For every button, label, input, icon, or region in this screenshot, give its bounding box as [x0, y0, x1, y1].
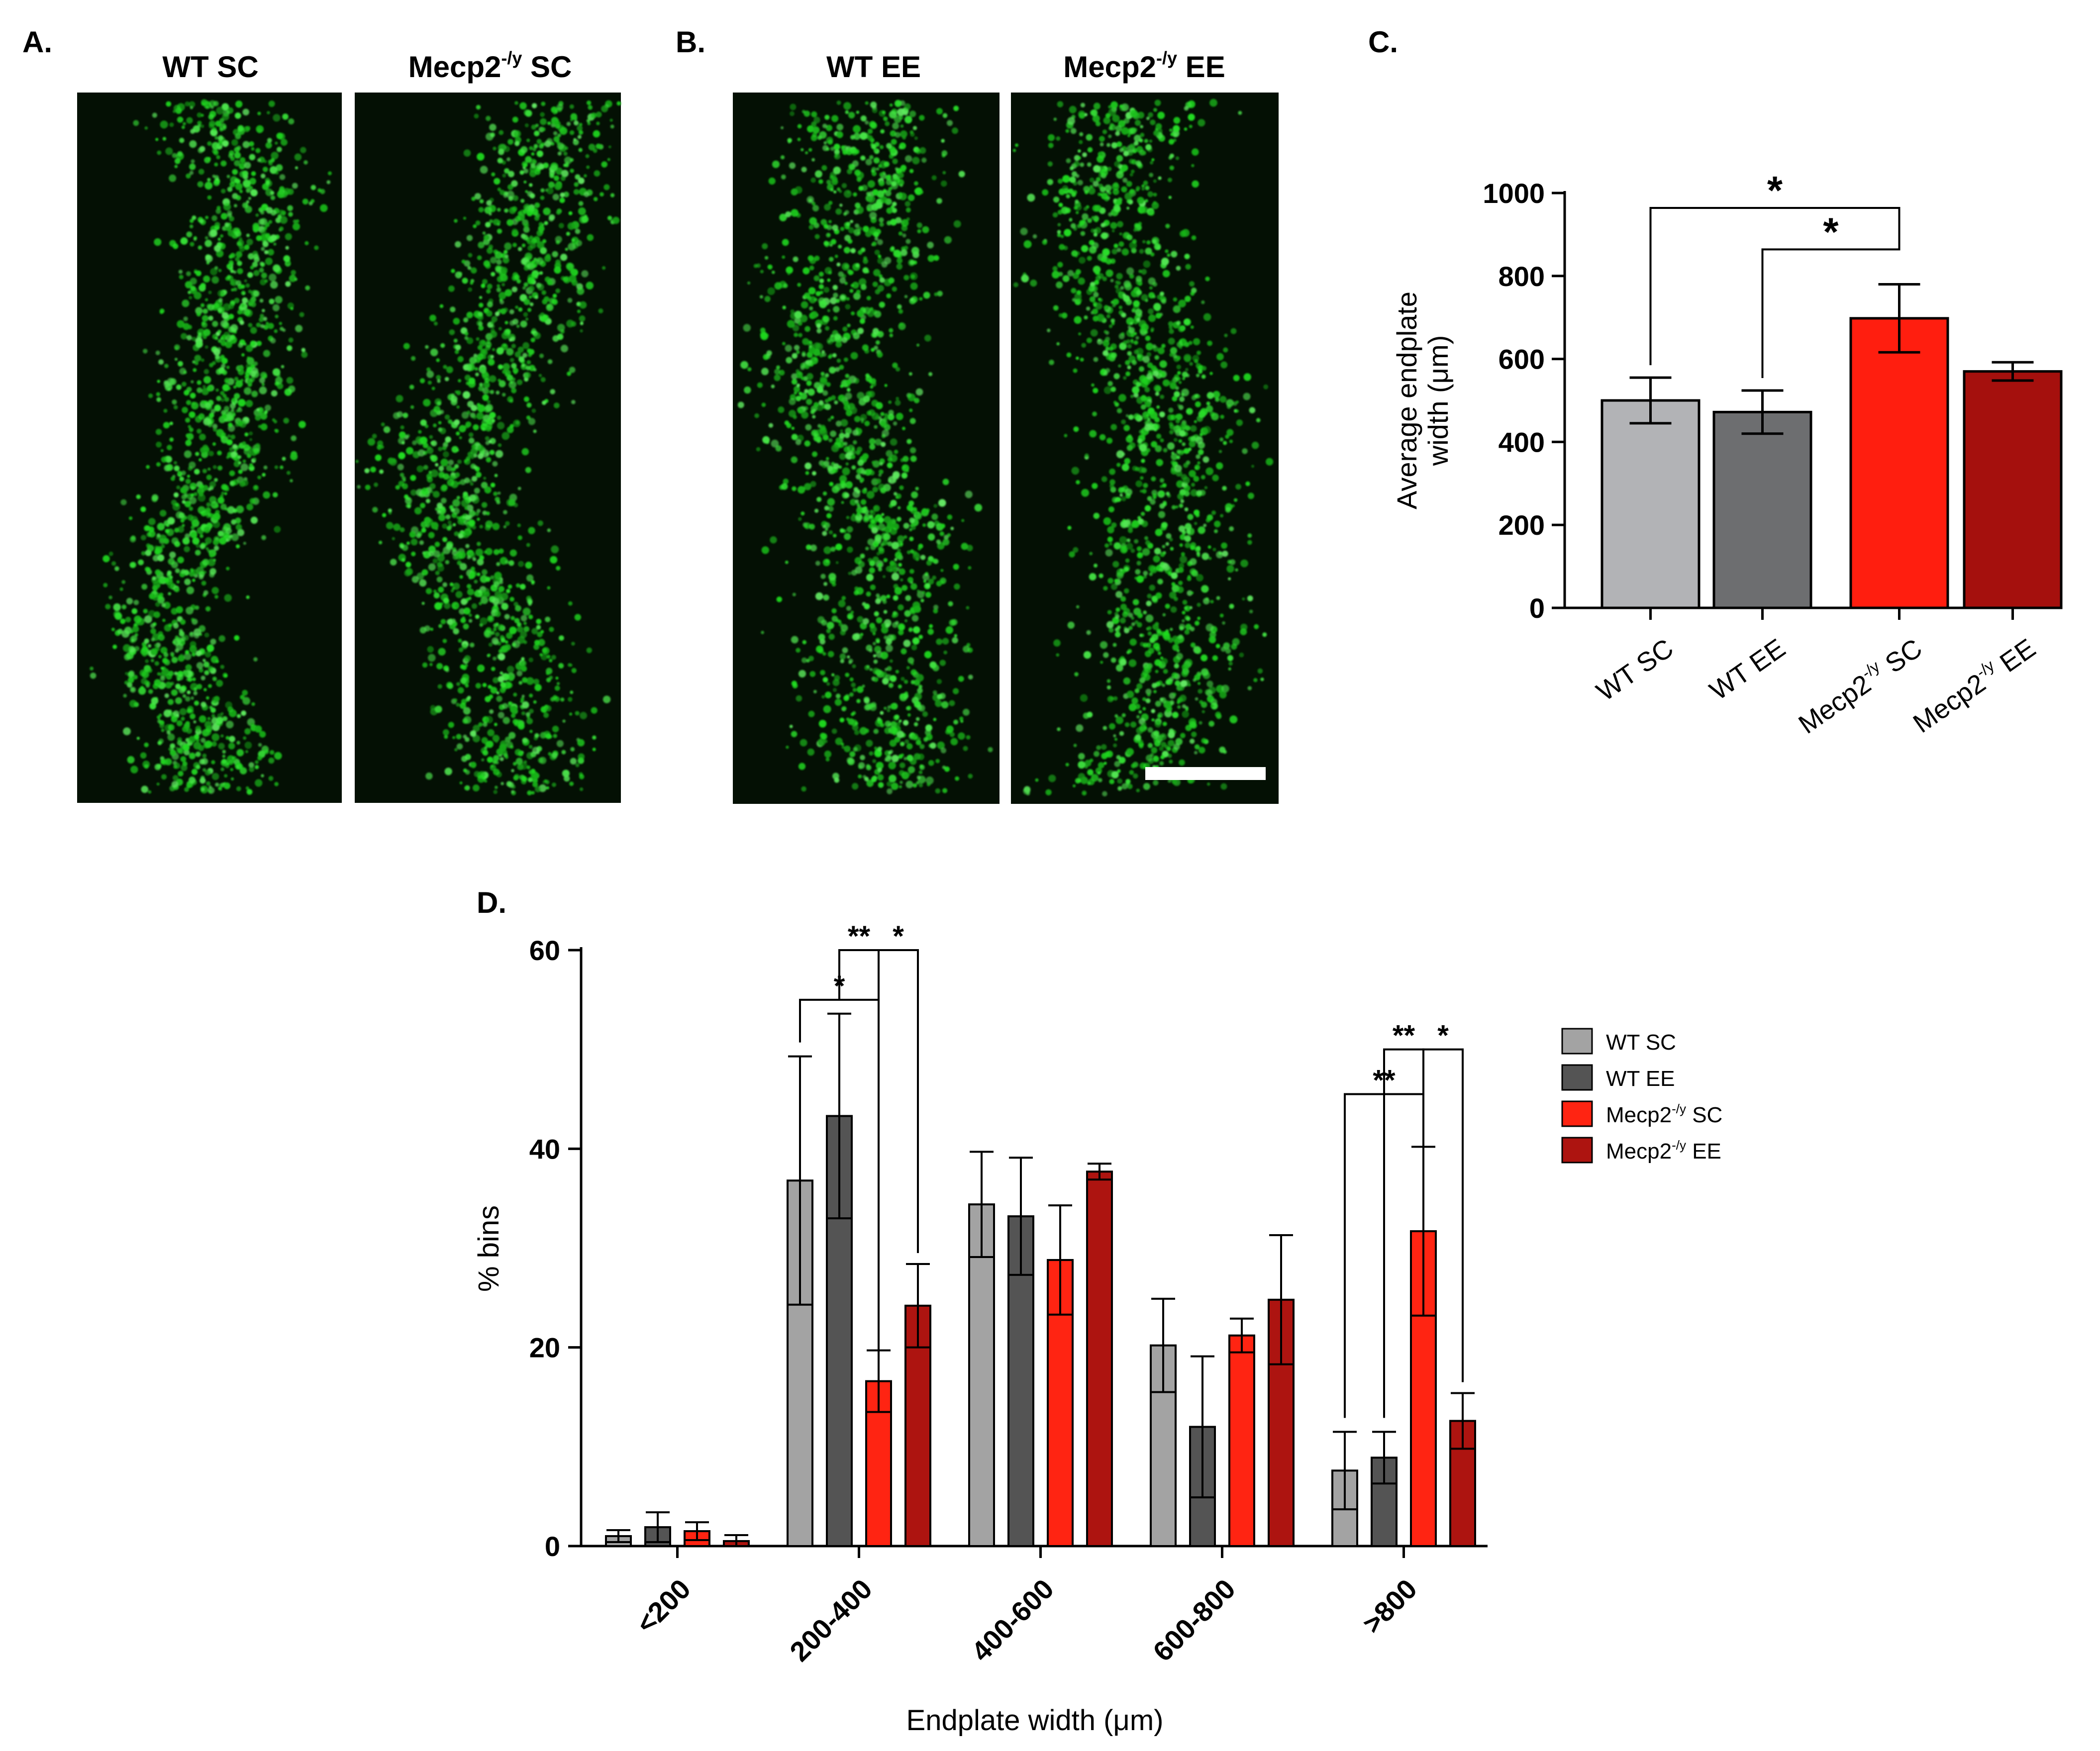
d-legend-swatch	[1561, 1028, 1593, 1055]
d-x-tick-label: 600-800	[1147, 1573, 1241, 1667]
micrograph-puncta	[355, 100, 621, 795]
micrograph-mecp2-ee	[1011, 93, 1279, 804]
micrograph-title-mecp2-ee: Mecp2-/y EE	[1063, 48, 1225, 84]
c-significance-label: *	[1823, 209, 1839, 254]
chart-d: 0 20 40 60 % bins Endplate width (μm) <200 200-…	[473, 920, 1722, 1737]
d-x-tick-label: 400-600	[965, 1573, 1060, 1667]
d-x-axis-label: Endplate width (μm)	[906, 1704, 1164, 1737]
c-y-axis-label: width (μm)	[1422, 335, 1454, 467]
d-legend-label: WT EE	[1606, 1067, 1675, 1091]
c-significance-label: *	[1767, 168, 1783, 212]
d-significance-label: *	[893, 920, 904, 953]
d-x-tick-label: <200	[630, 1573, 697, 1640]
d-y-tick-label: 60	[529, 935, 560, 966]
panel-c-label: C.	[1368, 25, 1398, 59]
d-y-tick-label: 0	[545, 1531, 560, 1562]
d-legend-label: Mecp2-/y EE	[1606, 1138, 1721, 1164]
d-legend-swatch	[1561, 1064, 1593, 1091]
c-x-tick-label: WT SC	[1591, 633, 1679, 707]
c-y-tick-label: 600	[1499, 344, 1545, 375]
d-legend-swatch	[1561, 1137, 1593, 1164]
micrograph-wt-ee	[733, 93, 1000, 804]
c-y-tick-label: 400	[1499, 426, 1545, 458]
d-y-axis-label: % bins	[473, 1205, 505, 1292]
micrograph-title-wt-ee: WT EE	[826, 50, 921, 84]
chart-c: 0 200 400 600 800 1000 Average endplate width (…	[1391, 168, 2063, 740]
c-bar	[1712, 410, 1812, 609]
d-legend-swatch	[1561, 1100, 1593, 1127]
c-significance-bracket	[1649, 207, 1900, 366]
micrograph-title-mecp2-sc: Mecp2-/y SC	[408, 48, 572, 84]
panel-d-label: D.	[477, 886, 506, 919]
d-legend-label: Mecp2-/y SC	[1606, 1101, 1722, 1127]
d-significance-bracket	[878, 949, 919, 1366]
d-significance-label: *	[1437, 1020, 1449, 1052]
micrograph-mecp2-sc	[355, 93, 621, 803]
d-significance-label: **	[1393, 1020, 1415, 1052]
c-y-axis-label: Average endplate	[1391, 292, 1422, 509]
scale-bar	[1145, 767, 1266, 780]
c-significance-bracket	[1761, 242, 1900, 378]
d-x-tick-label: >800	[1356, 1573, 1423, 1640]
c-y-tick-label: 1000	[1483, 178, 1545, 209]
panel-b-label: B.	[676, 25, 705, 59]
d-bar	[904, 1304, 931, 1547]
d-significance-bracket	[1422, 1048, 1464, 1382]
c-y-tick-label: 800	[1499, 261, 1545, 292]
d-significance-label: **	[848, 920, 871, 953]
d-bar	[1086, 1170, 1113, 1547]
c-x-tick-label: WT EE	[1704, 633, 1791, 706]
c-bar	[1963, 370, 2063, 609]
c-bar	[1849, 317, 1949, 609]
panel-a-label: A.	[22, 25, 52, 59]
micrograph-puncta	[737, 99, 993, 794]
c-x-tick-label: Mecp2-/y EE	[1906, 631, 2041, 739]
c-y-tick-label: 0	[1529, 592, 1545, 624]
d-legend-label: WT SC	[1606, 1030, 1676, 1055]
d-x-tick-label: 200-400	[784, 1573, 878, 1667]
c-x-tick-label: Mecp2-/y SC	[1792, 631, 1927, 739]
c-y-tick-label: 200	[1499, 509, 1545, 541]
micrograph-wt-sc	[77, 93, 342, 803]
d-y-tick-label: 40	[529, 1133, 560, 1165]
d-y-tick-label: 20	[529, 1332, 560, 1363]
micrograph-puncta	[90, 99, 332, 795]
c-bar	[1600, 399, 1700, 609]
micrograph-title-wt-sc: WT SC	[162, 50, 258, 84]
d-bar	[1228, 1334, 1255, 1548]
micrograph-puncta	[1012, 98, 1274, 796]
